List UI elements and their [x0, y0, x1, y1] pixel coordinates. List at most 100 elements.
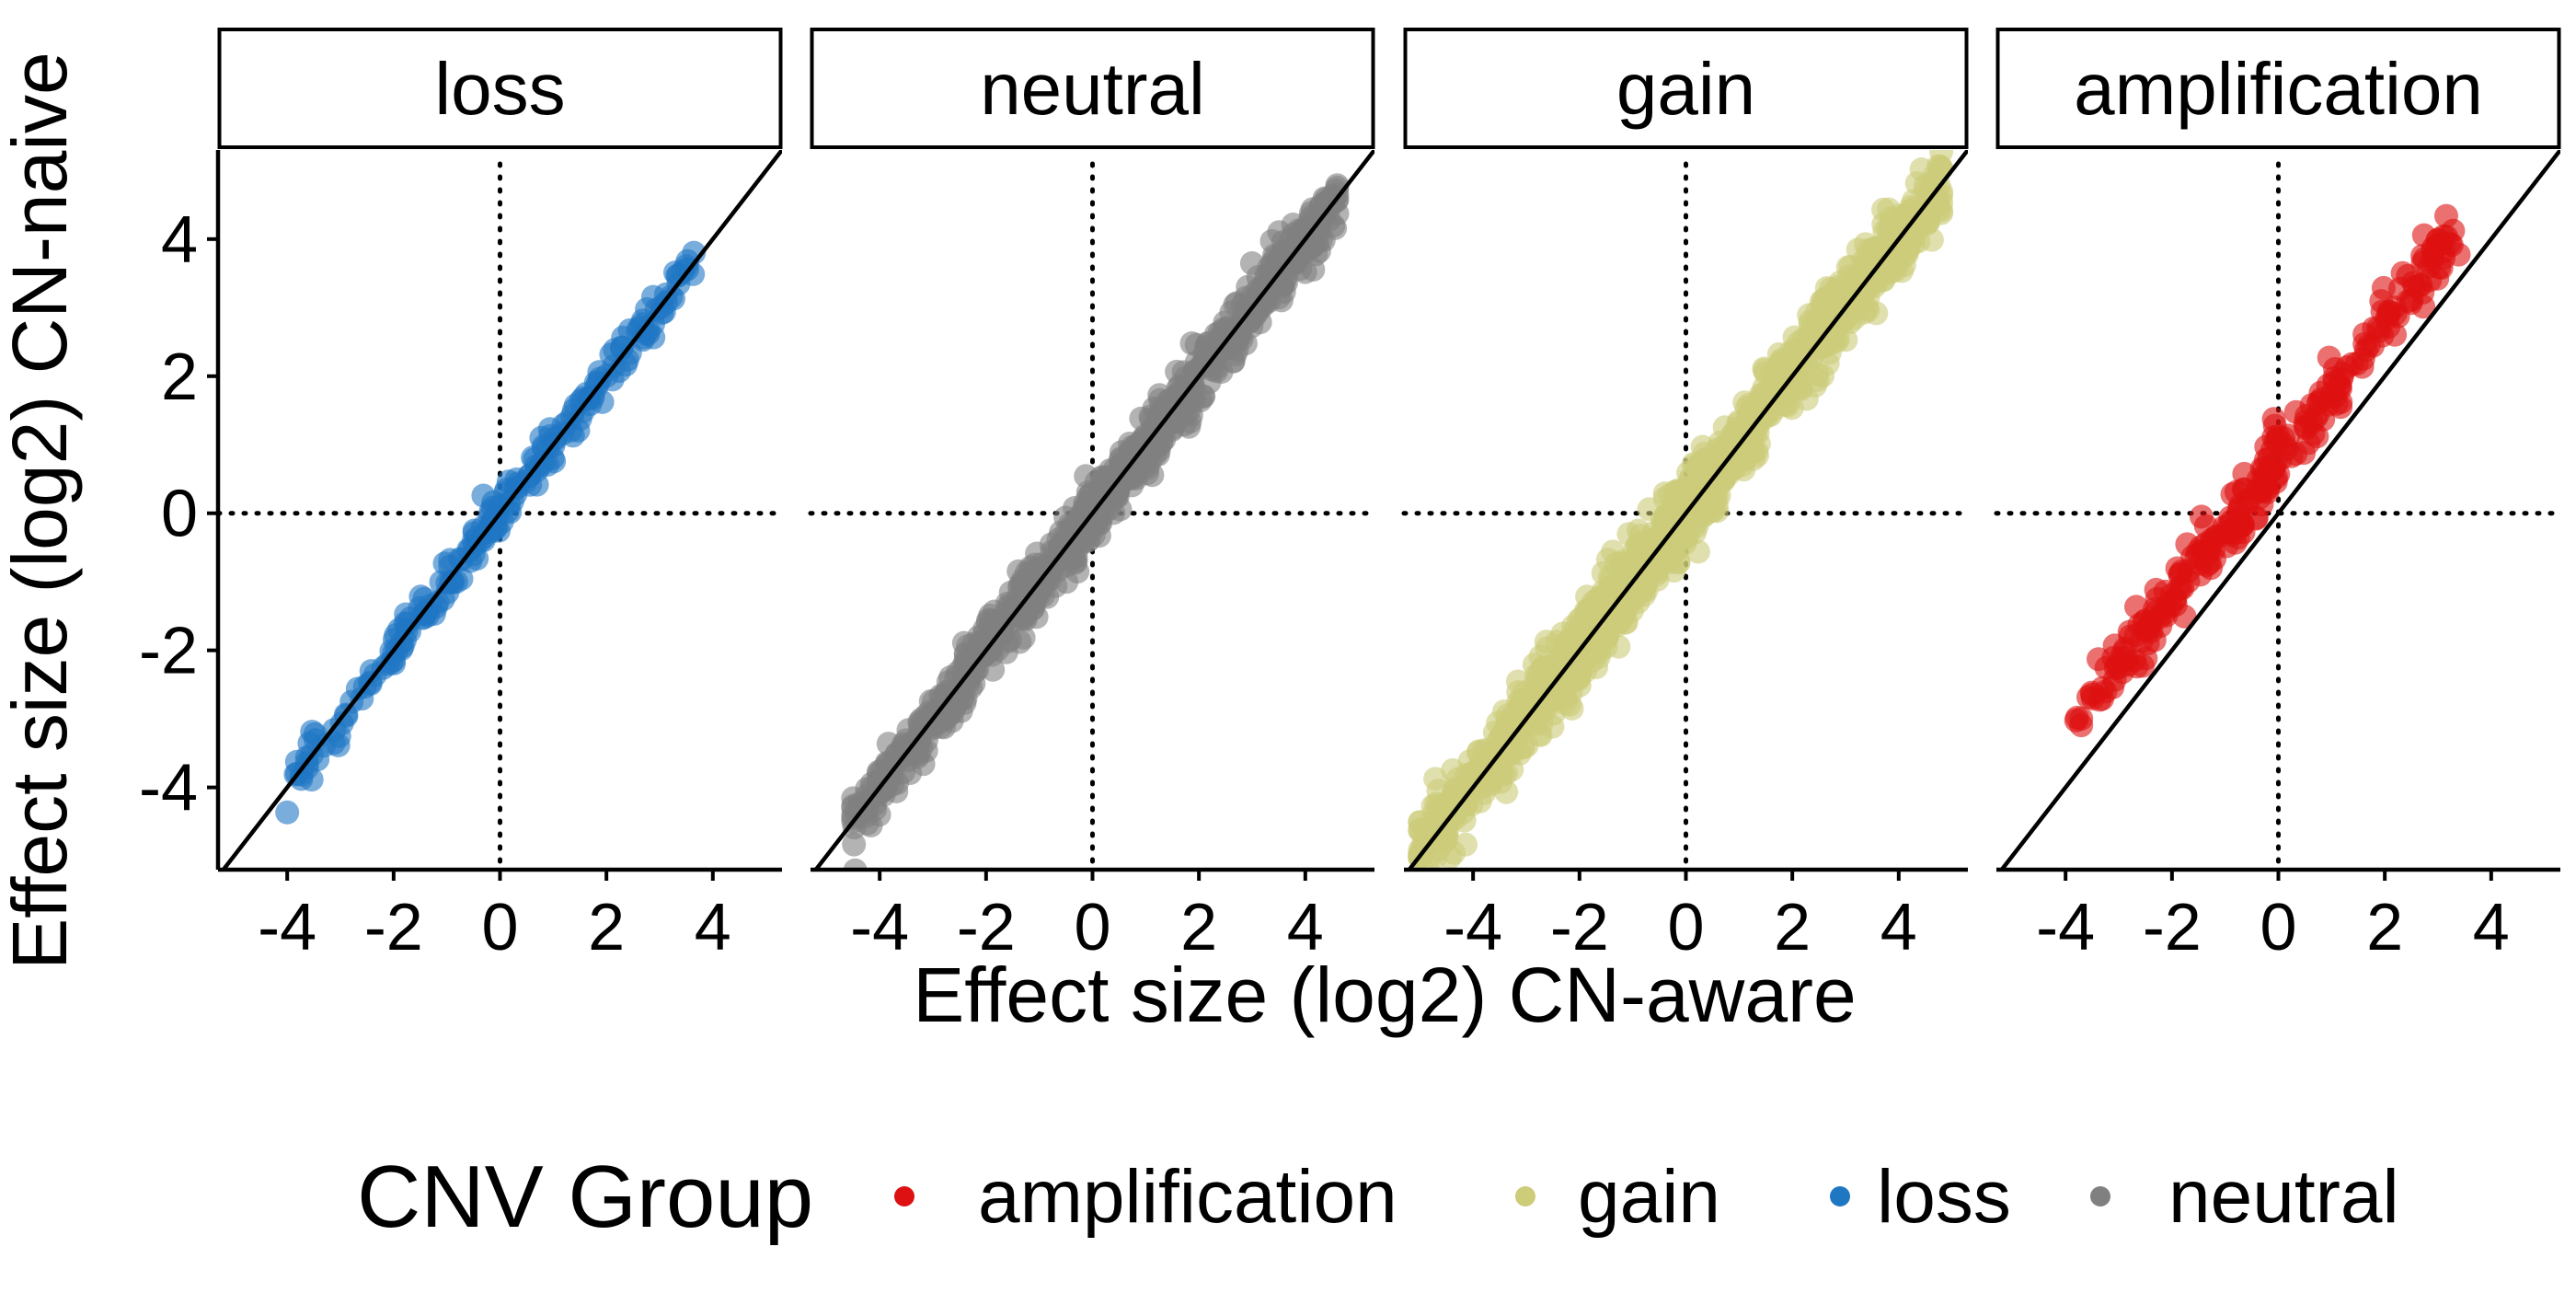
data-point-neutral: [868, 781, 892, 806]
points-loss: [275, 240, 707, 825]
x-tick-label: -2: [957, 891, 1016, 964]
data-point-amplification: [2124, 595, 2148, 619]
strip-box-neutral: [810, 28, 1375, 149]
data-point-amplification: [2352, 322, 2377, 347]
strip-box-amplification: [1995, 28, 2561, 149]
data-point-amplification: [2117, 619, 2142, 644]
data-point-amplification: [2197, 550, 2222, 575]
x-tick-label: 0: [1667, 891, 1704, 964]
data-point-amplification: [2263, 469, 2288, 494]
data-point-amplification: [2370, 323, 2395, 348]
data-point-amplification: [2069, 713, 2094, 738]
data-point-loss: [303, 722, 328, 746]
data-point-gain: [1641, 559, 1666, 583]
x-tick-label: 4: [1880, 891, 1917, 964]
data-point-neutral: [1076, 484, 1101, 509]
x-tick-label: -2: [364, 891, 423, 964]
data-point-gain: [1821, 303, 1846, 328]
data-point-amplification: [2344, 352, 2369, 376]
data-point-amplification: [2269, 446, 2294, 471]
strip-label-gain: gain: [1616, 48, 1755, 130]
data-point-loss: [641, 284, 665, 309]
x-tick-label: -2: [1550, 891, 1609, 964]
data-point-amplification: [2101, 645, 2126, 670]
data-point-loss: [665, 263, 690, 288]
data-point-gain: [1928, 154, 1952, 179]
data-point-gain: [1585, 620, 1609, 645]
y-tick-label: -2: [139, 615, 198, 688]
legend-label-loss: loss: [1877, 1155, 2011, 1239]
legend-key-neutral: [2090, 1186, 2110, 1206]
x-tick-label: 4: [2473, 891, 2510, 964]
legend-key-gain: [1515, 1186, 1535, 1206]
x-tick-label: 4: [1287, 891, 1324, 964]
x-tick-label: -4: [850, 891, 909, 964]
data-point-gain: [1835, 255, 1860, 280]
data-point-amplification: [2425, 266, 2450, 291]
legend: CNV Group amplification gain loss neutral: [357, 1148, 2399, 1246]
data-point-neutral: [842, 832, 867, 857]
data-point-neutral: [1087, 524, 1111, 548]
strip-label-loss: loss: [434, 48, 565, 130]
identity-line-neutral: [812, 150, 1374, 870]
data-point-loss: [461, 529, 486, 554]
data-point-neutral: [961, 671, 986, 696]
y-axis-title: Effect size (log2) CN-naive: [0, 52, 83, 970]
data-point-loss: [382, 628, 407, 652]
legend-label-gain: gain: [1578, 1155, 1720, 1239]
data-point-gain: [1604, 600, 1628, 625]
data-point-gain: [1567, 645, 1592, 670]
identity-line-loss: [220, 150, 782, 870]
x-tick-label: 0: [481, 891, 518, 964]
data-point-amplification: [2317, 345, 2341, 370]
data-point-loss: [438, 548, 463, 572]
data-point-neutral: [1148, 387, 1172, 412]
data-point-amplification: [2322, 369, 2347, 394]
x-tick-label: 2: [2366, 891, 2403, 964]
data-point-neutral: [1267, 220, 1292, 245]
data-point-loss: [438, 570, 463, 595]
data-point-amplification: [2398, 291, 2423, 316]
data-point-gain: [1894, 236, 1918, 260]
data-point-amplification: [2158, 595, 2183, 619]
data-point-loss: [408, 595, 432, 620]
data-point-neutral: [1293, 260, 1317, 284]
x-tick-label: 2: [1774, 891, 1811, 964]
y-tick-label: 4: [161, 203, 198, 277]
data-point-amplification: [2390, 260, 2415, 285]
x-tick-label: 0: [2260, 891, 2296, 964]
y-tick-label: 2: [161, 341, 198, 414]
data-point-amplification: [2223, 530, 2248, 555]
data-point-gain: [1540, 714, 1565, 739]
data-point-gain: [1835, 284, 1860, 309]
data-point-gain: [1475, 738, 1500, 763]
data-point-gain: [1915, 212, 1938, 237]
facet-panel-gain: gain -4 -2 0 2 4: [1401, 28, 1971, 964]
strip-box-gain: [1403, 28, 1969, 149]
y-tick-label: -4: [139, 752, 198, 825]
data-point-gain: [1705, 499, 1730, 524]
data-point-gain: [1492, 699, 1516, 723]
x-axis-title: Effect size (log2) CN-aware: [913, 952, 1856, 1038]
x-tick-label: -4: [258, 891, 316, 964]
facet-panel-amplification: amplification -4 -2 0 2 4: [1994, 28, 2563, 964]
data-point-neutral: [843, 858, 868, 870]
x-tick-label: 2: [588, 891, 625, 964]
data-point-neutral: [938, 665, 963, 689]
legend-label-neutral: neutral: [2168, 1155, 2399, 1239]
data-point-gain: [1662, 559, 1686, 583]
data-point-gain: [1771, 381, 1796, 406]
x-tick-label: -4: [1443, 891, 1502, 964]
data-point-loss: [326, 733, 351, 757]
data-point-gain: [1702, 450, 1727, 475]
points-amplification: [2064, 203, 2471, 738]
data-point-amplification: [2305, 424, 2329, 449]
legend-key-loss: [1830, 1186, 1850, 1206]
data-point-amplification: [2371, 275, 2396, 300]
data-point-gain: [1682, 505, 1707, 529]
data-point-amplification: [2144, 577, 2168, 602]
x-tick-label: -2: [2143, 891, 2202, 964]
